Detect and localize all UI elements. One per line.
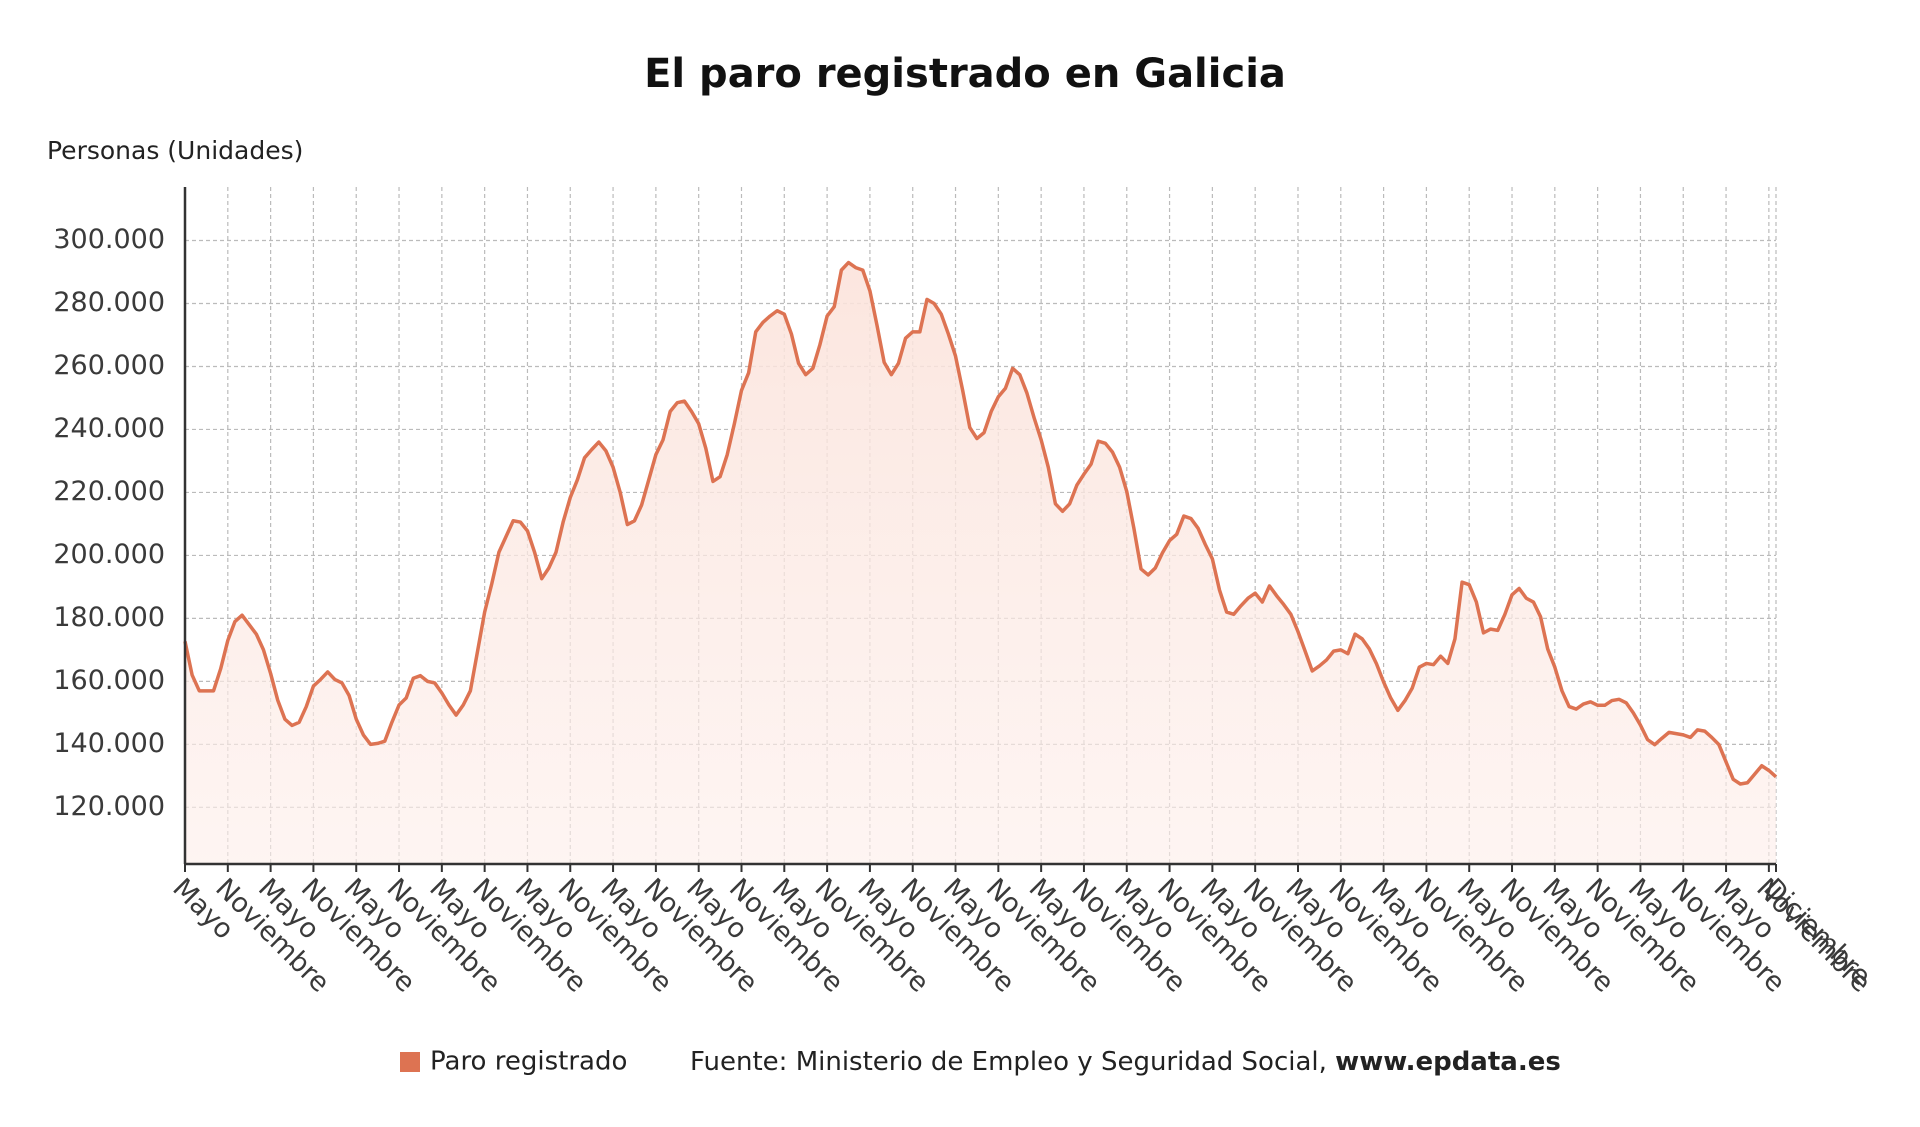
y-tick-label: 280.000 (53, 287, 165, 318)
legend: Paro registrado (400, 1047, 627, 1077)
y-tick-label: 120.000 (53, 791, 165, 822)
source-text: Fuente: Ministerio de Empleo y Seguridad… (690, 1047, 1327, 1077)
source: Fuente: Ministerio de Empleo y Seguridad… (690, 1047, 1561, 1077)
y-tick-label: 220.000 (53, 476, 165, 507)
y-tick-label: 180.000 (53, 602, 165, 633)
legend-label: Paro registrado (430, 1047, 627, 1077)
line (183, 260, 1778, 786)
y-axis-label: Personas (Unidades) (47, 136, 303, 165)
y-tick-label: 260.000 (53, 350, 165, 381)
y-tick-label: 300.000 (53, 224, 165, 255)
area (185, 262, 1776, 864)
y-tick-label: 240.000 (53, 413, 165, 444)
source-link: www.epdata.es (1335, 1047, 1561, 1077)
y-tick-label: 160.000 (53, 665, 165, 696)
y-tick-label: 200.000 (53, 539, 165, 570)
legend-swatch (400, 1052, 420, 1072)
y-tick-label: 140.000 (53, 728, 165, 759)
chart-title: El paro registrado en Galicia (644, 51, 1286, 97)
